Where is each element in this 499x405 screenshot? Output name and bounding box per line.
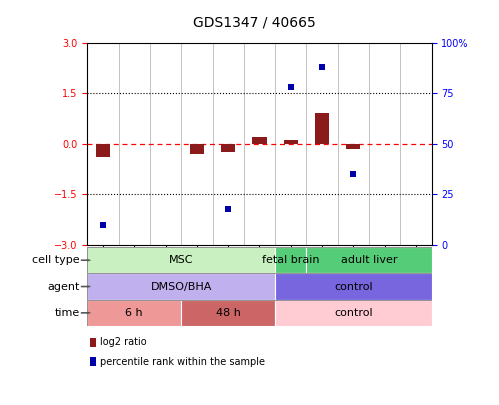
Text: control: control <box>334 308 373 318</box>
Point <box>349 171 357 177</box>
Point <box>99 222 107 228</box>
Text: control: control <box>334 281 373 292</box>
Bar <box>87 247 275 273</box>
Bar <box>181 300 275 326</box>
Text: 6 h: 6 h <box>125 308 143 318</box>
Text: cell type: cell type <box>32 255 80 265</box>
Bar <box>275 247 306 273</box>
Bar <box>87 300 181 326</box>
Point <box>224 205 232 212</box>
Bar <box>87 273 275 300</box>
Text: log2 ratio: log2 ratio <box>100 337 147 347</box>
Bar <box>306 247 432 273</box>
Bar <box>346 144 360 149</box>
Text: MSC: MSC <box>169 255 194 265</box>
Bar <box>315 113 329 144</box>
Text: time: time <box>54 308 80 318</box>
Bar <box>284 140 298 144</box>
Text: DMSO/BHA: DMSO/BHA <box>151 281 212 292</box>
Bar <box>190 144 204 154</box>
Text: percentile rank within the sample: percentile rank within the sample <box>100 357 265 367</box>
Bar <box>252 137 266 144</box>
Point <box>287 84 295 90</box>
Point <box>318 64 326 70</box>
Bar <box>87 247 432 273</box>
Text: 48 h: 48 h <box>216 308 241 318</box>
Bar <box>275 273 432 300</box>
Bar <box>221 144 235 152</box>
Text: adult liver: adult liver <box>341 255 397 265</box>
Text: GDS1347 / 40665: GDS1347 / 40665 <box>193 15 316 30</box>
Text: agent: agent <box>47 281 80 292</box>
Bar <box>96 144 110 157</box>
Bar <box>275 300 432 326</box>
Bar <box>87 273 432 300</box>
Bar <box>87 300 432 326</box>
Text: fetal brain: fetal brain <box>262 255 319 265</box>
